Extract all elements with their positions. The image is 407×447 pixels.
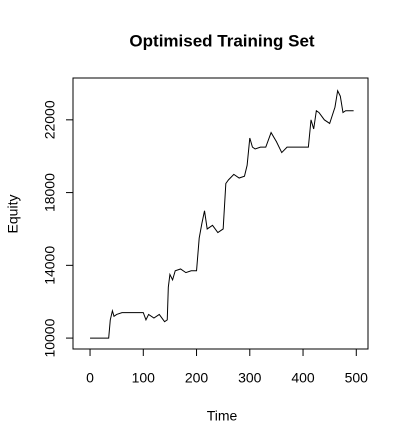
line (90, 89, 354, 339)
y-tick-label: 14000 (42, 246, 58, 285)
x-tick-label: 100 (132, 370, 156, 386)
y-tick-label: 22000 (42, 100, 58, 139)
chart-title: Optimised Training Set (129, 31, 314, 50)
y-axis-label: Equity (5, 195, 21, 234)
x-tick-label: 200 (185, 370, 209, 386)
x-tick-label: 400 (291, 370, 315, 386)
x-axis-label: Time (207, 408, 238, 424)
x-tick-label: 0 (86, 370, 94, 386)
plot-box (72, 77, 369, 350)
y-tick-label: 18000 (42, 173, 58, 212)
y-tick-label: 10000 (42, 318, 58, 357)
x-tick-label: 300 (238, 370, 262, 386)
x-tick-label: 500 (345, 370, 369, 386)
